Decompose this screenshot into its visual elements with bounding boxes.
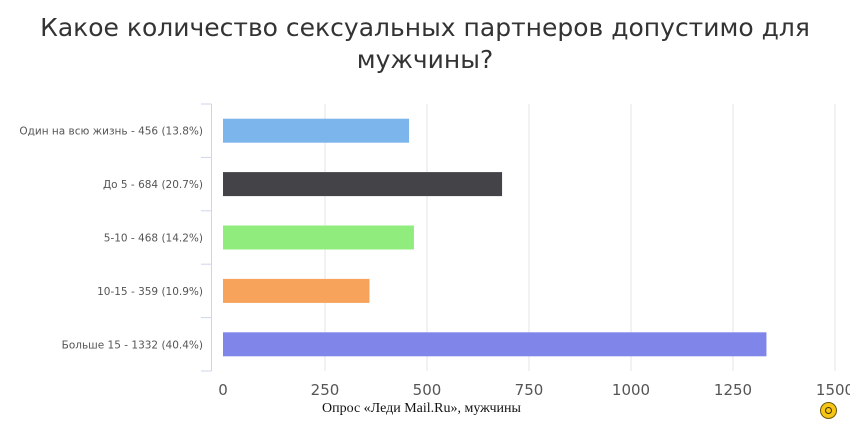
category-label: Один на всю жизнь - 456 (13.8%) [19, 126, 203, 138]
x-tick-label: 750 [515, 381, 544, 399]
bar [223, 118, 410, 143]
bar [223, 278, 370, 303]
chart-title: Какое количество сексуальных партнеров д… [40, 13, 810, 74]
bar [223, 225, 414, 250]
x-tick-label: 1000 [612, 381, 650, 399]
bar [223, 332, 767, 357]
source-caption: Опрос «Леди Mail.Ru», мужчины [322, 401, 521, 416]
category-label: До 5 - 684 (20.7%) [103, 179, 203, 191]
x-tick-label: 1500 [816, 381, 850, 399]
x-tick-label: 0 [218, 381, 228, 399]
x-tick-label: 250 [311, 381, 340, 399]
x-tick-label: 500 [413, 381, 442, 399]
x-tick-label: 1250 [714, 381, 752, 399]
smiley-logo-icon [820, 402, 837, 419]
bar [223, 172, 503, 197]
category-label: 10-15 - 359 (10.9%) [97, 286, 203, 298]
category-label: 5-10 - 468 (14.2%) [104, 233, 203, 245]
category-label: Больше 15 - 1332 (40.4%) [62, 339, 203, 351]
